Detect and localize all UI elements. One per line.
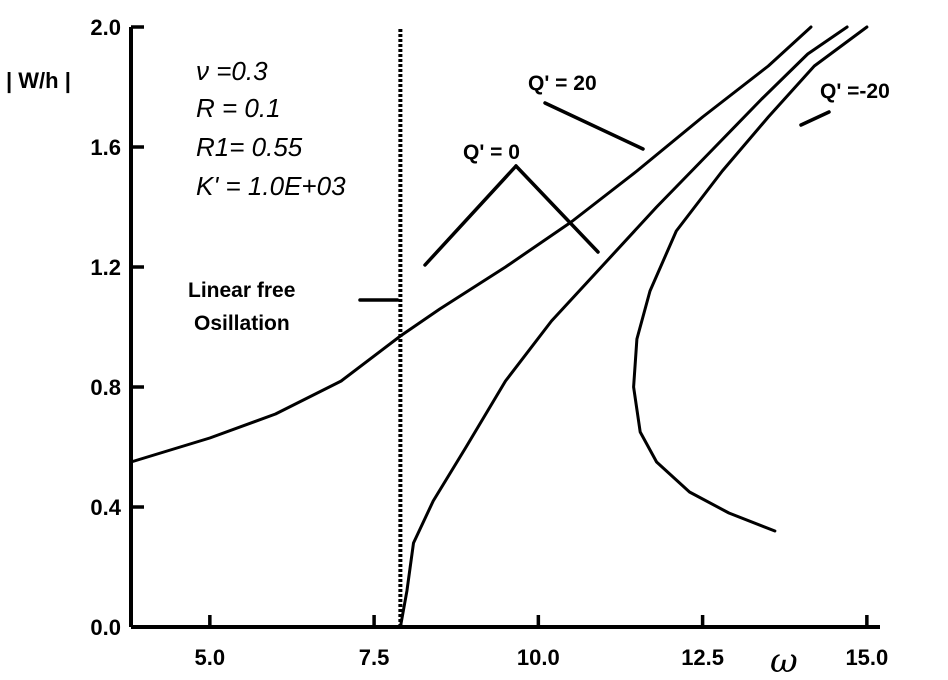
x-tick-label: 15.0 bbox=[845, 645, 888, 670]
vline-label: Linear free Osillation bbox=[188, 279, 295, 335]
param-r1: R1= 0.55 bbox=[196, 132, 303, 162]
vline-label-line1: Linear free bbox=[188, 279, 295, 302]
pointer-qminus20 bbox=[799, 110, 831, 127]
x-tick-label: 7.5 bbox=[359, 645, 390, 670]
parameters-block: ν =0.3 R = 0.1 R1= 0.55 K' = 1.0E+03 bbox=[196, 56, 346, 201]
pointer-q20 bbox=[543, 101, 645, 151]
annotation-q20: Q' = 20 bbox=[528, 72, 597, 95]
y-tick-label: 0.8 bbox=[90, 375, 121, 400]
curve-q20 bbox=[129, 25, 813, 464]
ticks: 5.0 7.5 10.0 12.5 15.0 0.0 0.4 0.8 1.2 1.6 2.0 bbox=[90, 15, 888, 670]
pointer-q0-right bbox=[514, 164, 600, 254]
x-tick-label: 10.0 bbox=[517, 645, 560, 670]
curve-q0 bbox=[398, 25, 849, 629]
axes bbox=[129, 27, 880, 629]
param-r: R = 0.1 bbox=[196, 93, 281, 123]
annotation-qminus20: Q' =-20 bbox=[820, 80, 890, 103]
param-k: K' = 1.0E+03 bbox=[196, 171, 346, 201]
annotation-pointers bbox=[358, 101, 831, 302]
y-axis-label: | W/h | bbox=[6, 68, 71, 93]
x-axis-label: ω bbox=[770, 641, 798, 680]
vline-label-line2: Osillation bbox=[194, 312, 290, 335]
y-tick-label: 2.0 bbox=[90, 15, 121, 40]
y-tick-label: 1.2 bbox=[90, 255, 121, 280]
x-tick-label: 5.0 bbox=[195, 645, 226, 670]
curves bbox=[129, 25, 869, 629]
y-tick-label: 0.4 bbox=[90, 495, 121, 520]
y-tick-label: 1.6 bbox=[90, 135, 121, 160]
curve-qminus20 bbox=[632, 25, 869, 533]
y-tick-label: 0.0 bbox=[90, 615, 121, 640]
pointer-q0-left bbox=[423, 164, 518, 267]
annotation-q0: Q' = 0 bbox=[463, 141, 520, 164]
param-nu: ν =0.3 bbox=[196, 56, 268, 86]
x-tick-label: 12.5 bbox=[681, 645, 724, 670]
